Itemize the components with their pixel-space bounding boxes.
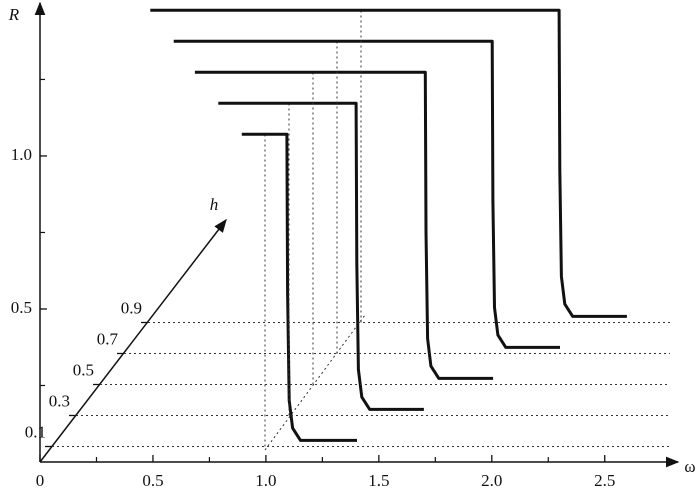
depth-guide — [264, 314, 366, 451]
h-tick-label: 0.9 — [121, 298, 142, 317]
y-tick-label: 1.0 — [11, 145, 32, 164]
curve — [150, 8, 627, 318]
curve — [218, 101, 424, 411]
h-axis-label: h — [210, 195, 219, 214]
h-tick-label: 0.1 — [25, 422, 46, 441]
x-tick-label: 2.0 — [481, 471, 502, 490]
h-tick-label: 0.3 — [49, 391, 70, 410]
x-axis-label: ω — [684, 457, 695, 476]
x-tick-label: 1.5 — [368, 471, 389, 490]
y-axis-label: R — [8, 5, 20, 24]
curve — [194, 70, 494, 380]
x-tick-label: 1.0 — [255, 471, 276, 490]
curve — [241, 132, 357, 442]
h-axis — [39, 218, 227, 463]
h-tick-label: 0.7 — [97, 329, 119, 348]
x-tick-label: 2.5 — [594, 471, 615, 490]
curve — [173, 39, 560, 349]
x-tick-label: 0.5 — [142, 471, 163, 490]
h-tick-label: 0.5 — [73, 360, 94, 379]
x-tick-label: 0 — [36, 471, 45, 490]
y-tick-label: 0.5 — [11, 298, 32, 317]
